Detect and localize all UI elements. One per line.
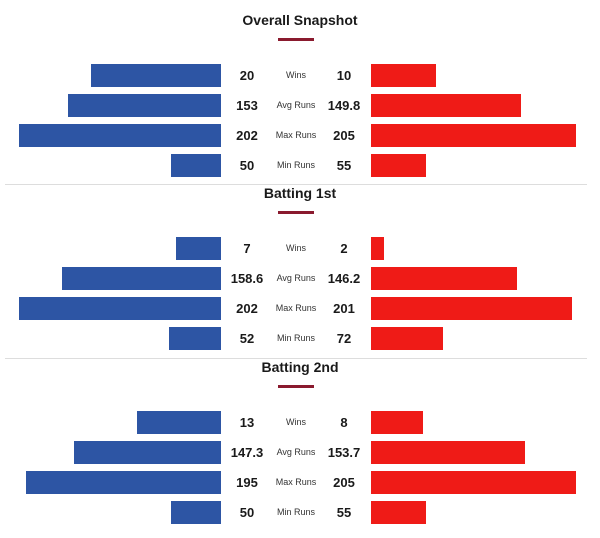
right-value: 55 (336, 158, 352, 173)
category-label: Wins (286, 417, 306, 427)
left-value: 50 (239, 505, 255, 520)
left-value: 147.3 (230, 445, 264, 460)
section-divider (5, 184, 587, 185)
section-2: Batting 1st 7 Wins 2 158.6 Avg Runs 146.2 202 Ma… (0, 185, 600, 355)
section-title: Batting 1st (263, 185, 337, 201)
right-bar (371, 64, 436, 87)
category-label: Wins (286, 243, 306, 253)
right-value: 72 (336, 331, 352, 346)
category-label: Avg Runs (276, 100, 316, 110)
right-bar (371, 267, 518, 290)
left-value: 20 (239, 68, 255, 83)
left-bar (169, 327, 221, 350)
left-bar (73, 441, 221, 464)
left-value: 52 (239, 331, 255, 346)
right-value: 149.8 (327, 98, 361, 113)
right-value: 146.2 (327, 271, 361, 286)
stat-row: 202 Max Runs 205 (0, 124, 600, 147)
section-divider (5, 358, 587, 359)
right-value: 55 (336, 505, 352, 520)
title-underline (278, 385, 314, 388)
left-value: 202 (236, 128, 258, 143)
right-bar (371, 94, 521, 117)
right-value: 205 (333, 128, 355, 143)
left-bar (171, 501, 221, 524)
left-bar (19, 124, 221, 147)
left-value: 13 (239, 415, 255, 430)
right-bar (371, 327, 443, 350)
left-bar (175, 237, 221, 260)
left-value: 158.6 (230, 271, 264, 286)
right-bar (371, 154, 426, 177)
right-value: 205 (333, 475, 355, 490)
right-bar (371, 124, 576, 147)
left-bar (91, 64, 221, 87)
category-label: Min Runs (276, 333, 315, 343)
right-value: 201 (333, 301, 355, 316)
stat-row: 52 Min Runs 72 (0, 327, 600, 350)
left-value: 7 (243, 241, 251, 256)
title-underline (278, 211, 314, 214)
right-bar (371, 501, 426, 524)
section-3: Batting 2nd 13 Wins 8 147.3 Avg Runs 153.7 195 M… (0, 359, 600, 529)
category-label: Min Runs (276, 507, 315, 517)
category-label: Avg Runs (276, 273, 316, 283)
stat-row: 50 Min Runs 55 (0, 154, 600, 177)
stat-row: 147.3 Avg Runs 153.7 (0, 441, 600, 464)
stat-row: 158.6 Avg Runs 146.2 (0, 267, 600, 290)
right-bar (371, 237, 384, 260)
left-bar (68, 94, 221, 117)
section-1: Overall Snapshot 20 Wins 10 153 Avg Runs 149.8… (0, 12, 600, 182)
stat-row: 13 Wins 8 (0, 411, 600, 434)
stat-row: 195 Max Runs 205 (0, 471, 600, 494)
left-value: 50 (239, 158, 255, 173)
stat-row: 153 Avg Runs 149.8 (0, 94, 600, 117)
right-bar (371, 441, 525, 464)
right-value: 10 (336, 68, 352, 83)
stat-row: 202 Max Runs 201 (0, 297, 600, 320)
title-underline (278, 38, 314, 41)
category-label: Max Runs (275, 130, 317, 140)
category-label: Min Runs (276, 160, 315, 170)
category-label: Wins (286, 70, 306, 80)
stat-row: 20 Wins 10 (0, 64, 600, 87)
left-bar (19, 297, 221, 320)
category-label: Avg Runs (276, 447, 316, 457)
left-bar (136, 411, 221, 434)
left-value: 202 (236, 301, 258, 316)
right-bar (371, 411, 423, 434)
stat-row: 7 Wins 2 (0, 237, 600, 260)
stat-row: 50 Min Runs 55 (0, 501, 600, 524)
right-value: 2 (340, 241, 348, 256)
section-title: Overall Snapshot (242, 12, 358, 28)
category-label: Max Runs (275, 477, 317, 487)
section-title: Batting 2nd (261, 359, 339, 375)
left-value: 195 (236, 475, 258, 490)
category-label: Max Runs (275, 303, 317, 313)
right-bar (371, 471, 576, 494)
right-value: 153.7 (327, 445, 361, 460)
right-value: 8 (340, 415, 348, 430)
right-bar (371, 297, 572, 320)
left-value: 153 (236, 98, 258, 113)
left-bar (171, 154, 221, 177)
left-bar (26, 471, 221, 494)
left-bar (62, 267, 221, 290)
